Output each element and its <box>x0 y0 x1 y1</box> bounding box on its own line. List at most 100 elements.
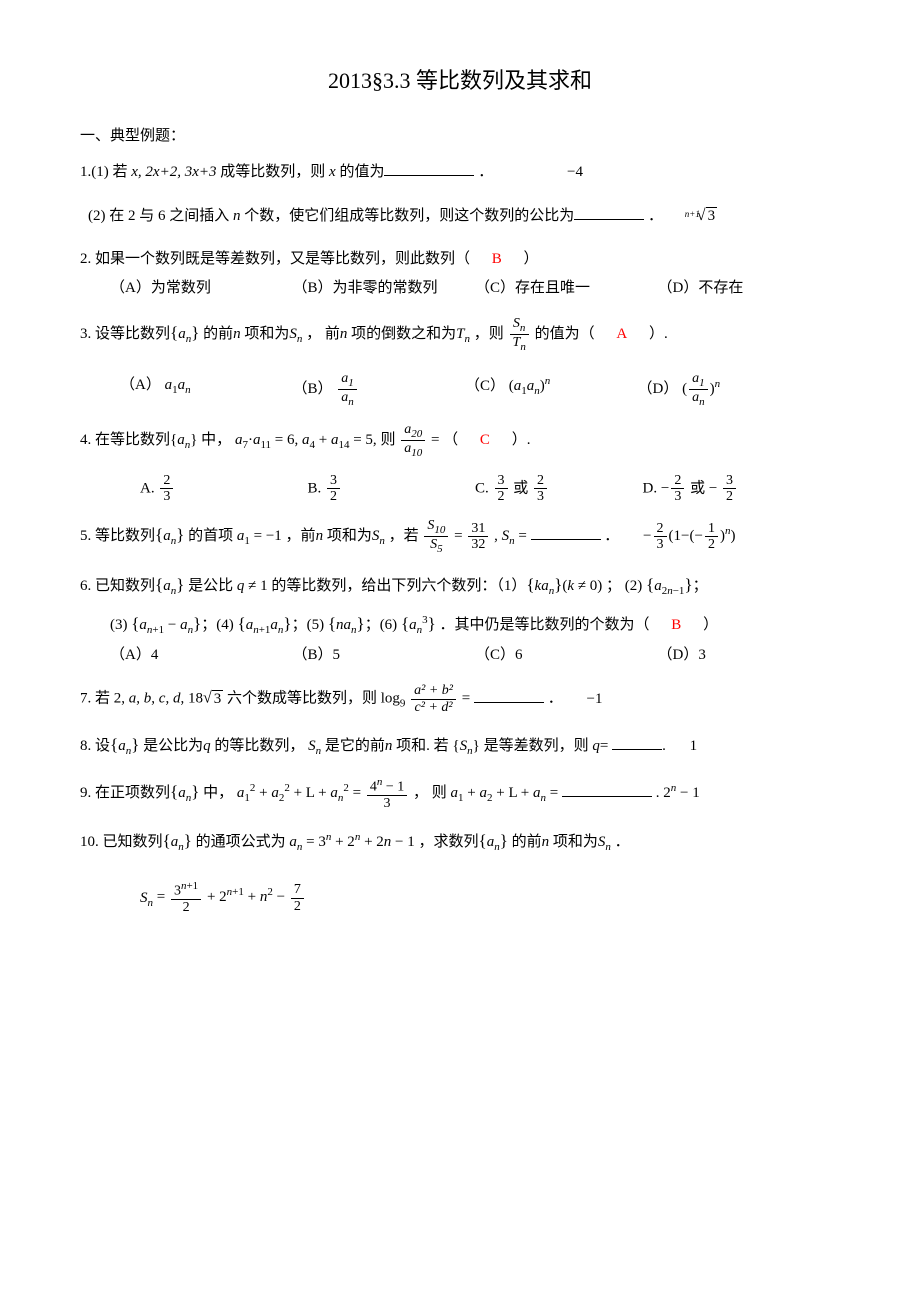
p6-answer: B <box>671 617 681 633</box>
p4-opt-b: B. 32 <box>308 473 476 505</box>
problem-7: 7. 若 2, a, b, c, d, 18√3 六个数成等比数列，则 log9… <box>80 683 840 715</box>
p5-var: n <box>316 528 324 544</box>
p4-mid1: 中， <box>201 432 231 448</box>
p2-options: （A）为常数列 （B）为非零的常数列 （C）存在且唯一 （D）不存在 <box>110 274 840 303</box>
p7-text: 7. 若 <box>80 691 110 707</box>
p8-mid5: 是等差数列，则 <box>484 738 589 754</box>
p9-mid2: ， 则 <box>413 785 447 801</box>
problem-3: 3. 设等比数列{an} 的前n 项和为Sn ， 前n 项的倒数之和为Tn ，则… <box>80 316 840 408</box>
p5-mid2: ，前 <box>286 528 316 544</box>
p9-mid1: 中， <box>203 785 233 801</box>
problem-6: 6. 已知数列{an} 是公比 q ≠ 1 的等比数列，给出下列六个数列：（1）… <box>80 569 840 669</box>
p6-opt-a: （A）4 <box>110 641 293 670</box>
p1-1-var: x <box>329 164 336 180</box>
problem-8: 8. 设{an} 是公比为q 的等比数列， Sn 是它的前n 项和. 若 {Sn… <box>80 729 840 762</box>
root-body: 3 <box>706 207 718 224</box>
p8-mid4: 项和. 若 <box>396 738 449 754</box>
p1-2-answer: n+1 √3 <box>697 208 717 224</box>
p3-var: n <box>233 326 241 342</box>
p6-mid1: 是公比 <box>188 578 233 594</box>
p1-1-blank <box>384 175 474 176</box>
p9-answer: 2n − 1 <box>663 785 699 801</box>
p4-text: 4. 在等比数列 <box>80 432 170 448</box>
p10-mid1: 的通项公式为 <box>196 834 286 850</box>
p3-mid3: ， 前 <box>306 326 340 342</box>
p2-opt-a: （A）为常数列 <box>110 274 293 303</box>
p8-answer: 1 <box>690 738 698 754</box>
p8-text: 8. 设 <box>80 738 110 754</box>
p4-eq: = （ <box>431 432 458 448</box>
p5-eq: = <box>454 528 466 544</box>
p3-options: （A） a1an （B） a1an （C） (a1an)n （D） (a1an)… <box>120 371 840 408</box>
p7-answer: −1 <box>586 691 602 707</box>
p7-mid: 六个数成等比数列，则 <box>227 691 377 707</box>
p1-1-formula: x, 2x+2, 3x+3 <box>131 164 216 180</box>
p2-text: 2. 如果一个数列既是等差数列，又是等比数列，则此数列（ <box>80 251 470 267</box>
p3-mid4: 项的倒数之和为 <box>351 326 456 342</box>
problem-5: 5. 等比数列{an} 的首项 a1 = −1 ，前n 项和为Sn ，若 S10… <box>80 518 840 555</box>
problem-2: 2. 如果一个数列既是等差数列，又是等比数列，则此数列（ B ） （A）为常数列… <box>80 245 840 302</box>
p3-mid1: 的前 <box>203 326 233 342</box>
p3-opt-d: （D） (a1an)n <box>638 371 811 408</box>
page-title: 2013§3.3 等比数列及其求和 <box>80 60 840 102</box>
p6-options: （A）4 （B）5 （C）6 （D）3 <box>110 641 840 670</box>
p3-end2: ）. <box>649 326 668 342</box>
root-index: n+1 <box>685 206 700 223</box>
p1-2-blank <box>574 219 644 220</box>
p10-var: n <box>542 834 550 850</box>
p8-var: n <box>385 738 393 754</box>
p5-mid4: ，若 <box>389 528 419 544</box>
p8-q: q <box>203 738 211 754</box>
problem-10: 10. 已知数列{an} 的通项公式为 an = 3n + 2n + 2n − … <box>80 825 840 915</box>
p10-mid3: 的前 <box>512 834 542 850</box>
p10-text: 10. 已知数列 <box>80 834 163 850</box>
p6-text: 6. 已知数列 <box>80 578 155 594</box>
p5-mid3: 项和为 <box>327 528 372 544</box>
p2-opt-d: （D）不存在 <box>658 274 841 303</box>
p10-mid4: 项和为 <box>553 834 598 850</box>
p2-opt-c: （C）存在且唯一 <box>475 274 658 303</box>
p8-mid3: 是它的前 <box>325 738 385 754</box>
p4-options: A. 23 B. 32 C. 32 或 23 D. −23 或 − 32 <box>140 473 840 505</box>
p3-answer: A <box>616 326 627 342</box>
p3-text: 3. 设等比数列 <box>80 326 170 342</box>
p6-sep: ； (2) <box>606 578 642 594</box>
p6-line2: (3) {an+1 − an}；(4) {an+1an}；(5) {nan}；(… <box>110 608 840 641</box>
p4-end: ）. <box>512 432 531 448</box>
p10-mid2: ，求数列 <box>419 834 479 850</box>
problem-1-1: 1.(1) 若 x, 2x+2, 3x+3 成等比数列，则 x 的值为 ． −4 <box>80 158 840 187</box>
p6-opt-b: （B）5 <box>293 641 476 670</box>
p6-mid2: 的等比数列，给出下列六个数列：（1） <box>271 578 526 594</box>
p1-1-answer: −4 <box>567 164 583 180</box>
p5-answer: −23(1−(−12)n) <box>643 528 735 544</box>
p5-blank <box>531 539 601 540</box>
p3-opt-b: （B） a1an <box>293 371 466 408</box>
problem-4: 4. 在等比数列{an} 中， a7·a11 = 6, a4 + a14 = 5… <box>80 422 840 505</box>
p1-1-mid: 成等比数列，则 <box>220 164 325 180</box>
p10-answer: Sn = 3n+12 + 2n+1 + n2 − 72 <box>140 880 840 915</box>
p4-answer: C <box>480 432 490 448</box>
p4-opt-d: D. −23 或 − 32 <box>643 473 811 505</box>
p2-answer: B <box>492 251 502 267</box>
p7-blank <box>474 702 544 703</box>
p3-opt-a: （A） a1an <box>120 371 293 408</box>
p8-mid1: 是公比为 <box>143 738 203 754</box>
p5-mid1: 的首项 <box>188 528 233 544</box>
p3-mid5: ，则 <box>474 326 504 342</box>
p3-frac: SnTn <box>510 316 529 353</box>
problem-1-2: (2) 在 2 与 6 之间插入 n 个数，使它们组成等比数列，则这个数列的公比… <box>88 201 840 231</box>
p4-opt-c: C. 32 或 23 <box>475 473 643 505</box>
p8-blank <box>612 749 662 750</box>
p9-text: 9. 在正项数列 <box>80 785 170 801</box>
p2-opt-b: （B）为非零的常数列 <box>293 274 476 303</box>
p4-opt-a: A. 23 <box>140 473 308 505</box>
p3-opt-c: （C） (a1an)n <box>465 371 638 408</box>
section-heading: 一、典型例题： <box>80 122 840 151</box>
p1-2-var: n <box>233 208 241 224</box>
p1-1-text: 1.(1) 若 <box>80 164 128 180</box>
p2-end: ） <box>524 251 539 267</box>
problem-9: 9. 在正项数列{an} 中， a12 + a22 + L + an2 = 4n… <box>80 776 840 811</box>
p3-mid2: 项和为 <box>244 326 289 342</box>
p3-var2: n <box>340 326 348 342</box>
p3-end: 的值为（ <box>535 326 595 342</box>
